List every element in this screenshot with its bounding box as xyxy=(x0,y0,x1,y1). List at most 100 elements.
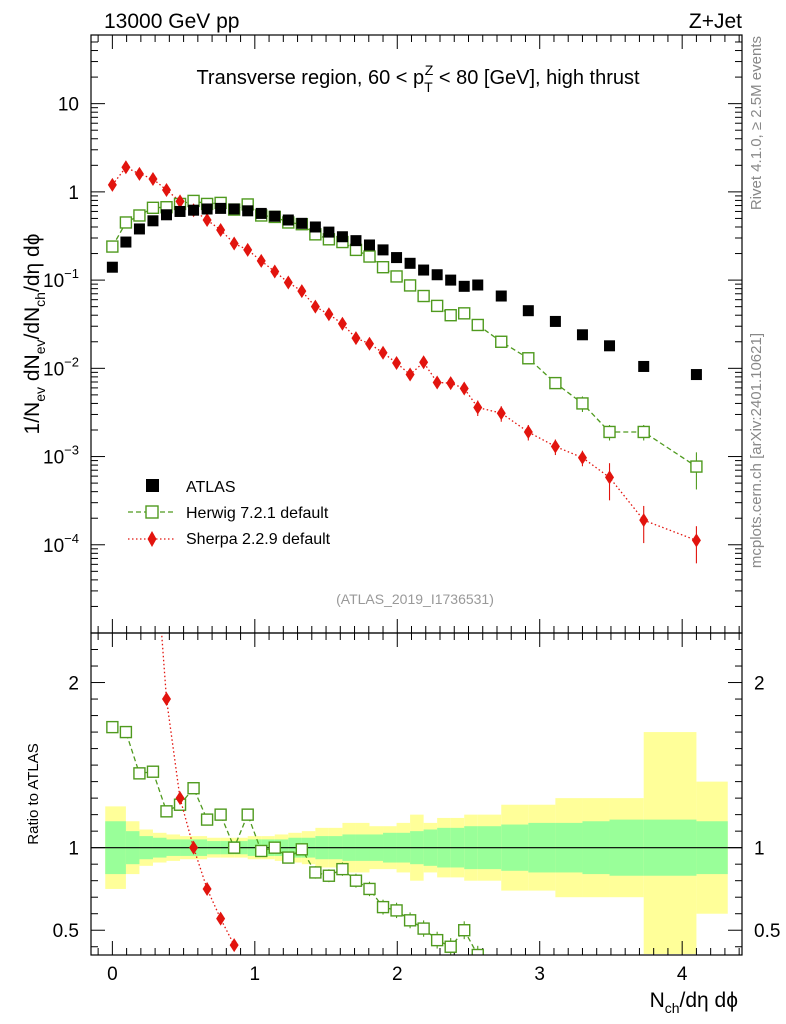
legend-sherpa-label: Sherpa 2.2.9 default xyxy=(186,531,331,548)
atlas-point xyxy=(495,290,507,302)
ratio-tick-label: 1 xyxy=(68,839,79,860)
y-tick-label: 10−4 xyxy=(43,531,79,557)
atlas-point xyxy=(445,274,457,286)
ratio-frame xyxy=(90,632,743,956)
sherpa-point xyxy=(107,177,117,192)
y-tick-label: 10 xyxy=(58,95,79,116)
sherpa-point xyxy=(605,470,615,485)
atlas-point xyxy=(522,305,534,317)
sherpa-ratio-point xyxy=(135,312,144,326)
ratio-ticks: 0 1 2 3 4 0.5 0.5 1 1 2 2 xyxy=(53,632,780,985)
atlas-point xyxy=(404,257,416,269)
atlas-point xyxy=(323,226,335,238)
sherpa-point xyxy=(550,439,560,454)
herwig-ratio-point xyxy=(376,900,390,914)
atlas-point xyxy=(201,203,213,215)
atlas-point xyxy=(391,252,403,264)
y-tick-label: 10−3 xyxy=(43,443,79,469)
chart-title: Transverse region, 60 < pTZ < 80 [GeV], … xyxy=(196,62,640,95)
herwig-point xyxy=(119,216,133,229)
sherpa-point xyxy=(378,345,388,360)
atlas-point xyxy=(269,210,281,222)
sherpa-point xyxy=(229,236,239,251)
x-tick-label: 1 xyxy=(250,964,261,985)
sherpa-point xyxy=(283,275,293,290)
sherpa-point xyxy=(324,307,334,322)
atlas-point xyxy=(255,207,267,219)
sherpa-point xyxy=(405,367,415,382)
legend: ATLAS Herwig 7.2.1 default Sherpa 2.2.9 … xyxy=(128,479,331,548)
herwig-point xyxy=(376,261,390,274)
ratio-tick-label: 2 xyxy=(68,674,79,695)
herwig-ratio-point xyxy=(160,805,173,818)
ratio-tick-label-right: 0.5 xyxy=(754,921,780,942)
herwig-ratio-point xyxy=(200,813,214,826)
herwig-point xyxy=(603,425,616,439)
sherpa-point xyxy=(297,284,307,299)
atlas-point xyxy=(296,217,308,229)
sherpa-point xyxy=(523,424,533,439)
herwig-point xyxy=(458,307,471,320)
herwig-point xyxy=(471,318,484,332)
x-tick-label: 4 xyxy=(677,964,688,985)
atlas-point xyxy=(472,279,484,291)
atlas-point xyxy=(350,235,362,247)
herwig-ratio-point xyxy=(241,808,254,821)
herwig-point xyxy=(522,352,535,365)
sherpa-point xyxy=(577,450,587,465)
herwig-ratio-point xyxy=(336,862,349,876)
sherpa-ratio-point xyxy=(229,938,239,953)
atlas-point xyxy=(228,203,240,215)
sherpa-point xyxy=(216,222,226,237)
atlas-point xyxy=(576,329,588,341)
herwig-ratio-point xyxy=(133,767,146,780)
atlas-point xyxy=(242,205,254,217)
atlas-point xyxy=(282,214,294,226)
side-label-rivet: Rivet 4.1.0, ≥ 2.5M events xyxy=(748,36,765,210)
sherpa-point xyxy=(121,160,131,175)
sherpa-point xyxy=(134,166,144,181)
herwig-ratio-point xyxy=(471,948,484,955)
herwig-point xyxy=(133,209,146,222)
herwig-ratio-point xyxy=(417,922,430,935)
atlas-point xyxy=(120,236,132,248)
sherpa-point xyxy=(432,375,442,390)
x-axis-label: Nch/dη dϕ xyxy=(650,989,738,1016)
y-tick-label: 1 xyxy=(68,183,79,204)
sherpa-point xyxy=(310,299,320,314)
sherpa-ratio-point xyxy=(175,791,185,806)
herwig-point xyxy=(430,299,444,313)
herwig-ratio-point xyxy=(282,851,295,864)
analysis-id: (ATLAS_2019_I1736531) xyxy=(336,591,494,607)
main-panel: 10−4 10−3 10−2 10−1 1 10 xyxy=(43,34,743,634)
herwig-ratio-point xyxy=(255,844,268,858)
main-ticks: 10−4 10−3 10−2 10−1 1 10 xyxy=(43,34,742,634)
legend-herwig-label: Herwig 7.2.1 default xyxy=(186,505,329,522)
sherpa-point xyxy=(364,336,374,351)
herwig-ratio-point xyxy=(458,924,471,937)
main-series xyxy=(106,160,703,564)
atlas-point xyxy=(309,221,321,233)
sherpa-point xyxy=(243,242,253,257)
y-tick-label: 10−2 xyxy=(43,354,79,380)
herwig-ratio-point xyxy=(444,940,457,953)
sherpa-ratio-point xyxy=(202,881,212,896)
sherpa-point xyxy=(161,183,171,198)
sherpa-point xyxy=(392,355,402,370)
herwig-ratio-point xyxy=(268,841,281,854)
atlas-point xyxy=(336,231,348,243)
atlas-point xyxy=(604,340,616,352)
x-tick-label: 2 xyxy=(392,964,403,985)
y-axis-label: 1/Nev dNev/dNch/dη dϕ xyxy=(21,234,48,435)
ratio-series xyxy=(106,312,484,955)
herwig-ratio-point xyxy=(349,874,363,887)
legend-atlas-marker xyxy=(146,479,159,492)
ratio-panel: 0 1 2 3 4 0.5 0.5 1 1 2 2 xyxy=(53,312,780,985)
legend-sherpa-marker xyxy=(147,531,157,547)
sherpa-point xyxy=(639,513,649,528)
sherpa-ratio-line xyxy=(160,633,235,946)
sherpa-ratio-point xyxy=(161,692,171,707)
herwig-ratio-line xyxy=(112,726,479,955)
ratio-tick-label-right: 1 xyxy=(754,839,765,860)
atlas-point xyxy=(549,315,561,327)
